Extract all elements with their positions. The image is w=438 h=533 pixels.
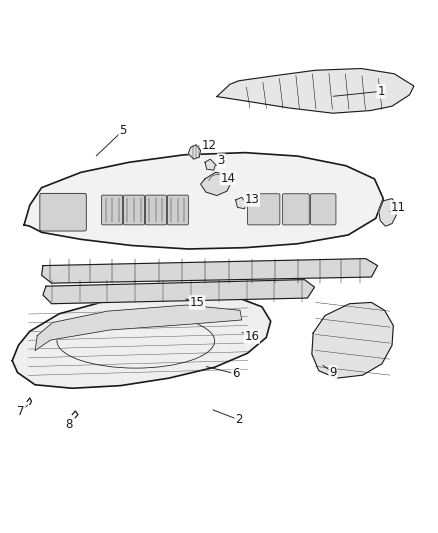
Polygon shape [35, 305, 242, 351]
FancyBboxPatch shape [167, 195, 188, 225]
Text: 6: 6 [232, 367, 240, 381]
Polygon shape [24, 152, 383, 249]
Text: 8: 8 [66, 418, 73, 431]
Polygon shape [205, 159, 215, 170]
Polygon shape [43, 280, 314, 304]
Polygon shape [379, 199, 398, 226]
FancyBboxPatch shape [145, 195, 166, 225]
Text: 14: 14 [220, 172, 235, 184]
FancyBboxPatch shape [40, 193, 86, 231]
Text: 2: 2 [235, 413, 243, 426]
Text: 12: 12 [202, 139, 217, 152]
Polygon shape [12, 295, 271, 388]
Polygon shape [201, 172, 231, 196]
Text: 13: 13 [244, 193, 259, 206]
Polygon shape [217, 69, 414, 113]
Text: 16: 16 [244, 330, 259, 343]
Polygon shape [42, 259, 378, 283]
Text: 15: 15 [190, 296, 205, 309]
Polygon shape [188, 145, 201, 159]
Text: 11: 11 [391, 201, 406, 214]
Text: 7: 7 [17, 405, 25, 417]
Text: 9: 9 [329, 366, 337, 379]
Polygon shape [312, 302, 393, 378]
FancyBboxPatch shape [102, 195, 123, 225]
Text: 5: 5 [119, 124, 126, 137]
Polygon shape [236, 197, 246, 209]
Text: 1: 1 [377, 85, 385, 98]
FancyBboxPatch shape [311, 194, 336, 225]
FancyBboxPatch shape [124, 195, 145, 225]
Text: 3: 3 [218, 154, 225, 167]
FancyBboxPatch shape [247, 194, 280, 225]
FancyBboxPatch shape [283, 194, 309, 225]
